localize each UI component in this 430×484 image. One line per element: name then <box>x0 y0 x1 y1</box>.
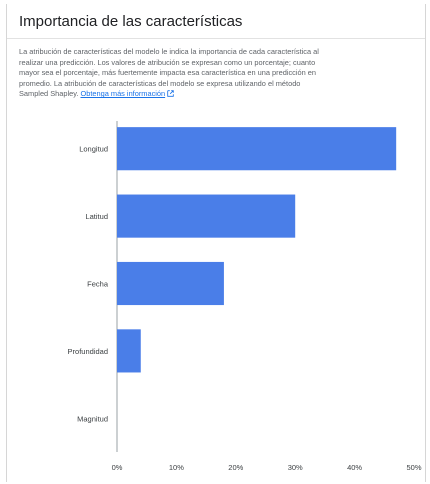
external-link-icon <box>167 90 174 101</box>
panel-description: La atribución de características del mod… <box>19 47 319 101</box>
learn-more-label: Obtenga más información <box>80 89 166 99</box>
description-text: La atribución de características del mod… <box>19 47 319 99</box>
panel-title: Importancia de las características <box>19 13 243 30</box>
panel-header: Importancia de las características <box>7 4 425 39</box>
learn-more-link[interactable]: Obtenga más información <box>81 89 175 98</box>
feature-importance-panel: Importancia de las características La at… <box>6 4 426 482</box>
